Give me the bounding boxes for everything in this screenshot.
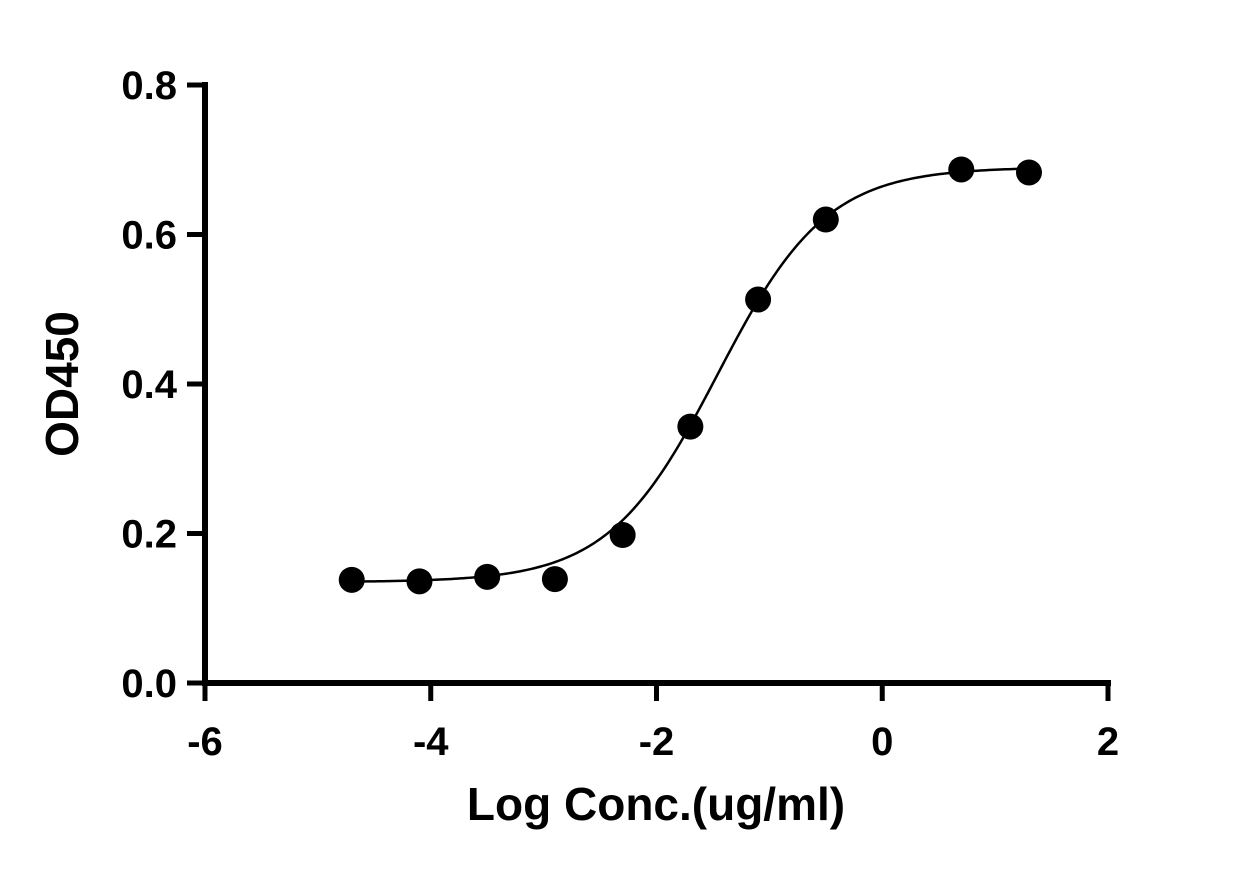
y-tick-label: 0.6 xyxy=(121,214,177,258)
y-tick-label: 0.2 xyxy=(121,513,177,557)
y-tick-label: 0.4 xyxy=(121,363,177,407)
data-point xyxy=(338,566,365,593)
data-point xyxy=(948,156,975,183)
axis-ticks xyxy=(187,82,1111,701)
data-point xyxy=(541,566,568,593)
x-tick-label: -2 xyxy=(639,720,675,764)
data-point xyxy=(609,522,636,548)
x-tick-label: 0 xyxy=(871,720,893,764)
x-tick-label: -6 xyxy=(187,720,223,764)
x-tick-label: -4 xyxy=(413,720,449,764)
x-tick-label: 2 xyxy=(1097,720,1119,764)
fit-curve xyxy=(349,167,1032,583)
data-point xyxy=(677,413,704,440)
data-point xyxy=(406,568,433,595)
data-points xyxy=(338,156,1042,595)
data-point xyxy=(745,286,772,313)
y-tick-label: 0.0 xyxy=(121,662,177,706)
data-point xyxy=(1015,159,1042,186)
fit-curve-path xyxy=(349,167,1032,583)
y-axis-title: OD450 xyxy=(36,311,88,457)
y-tick-label: 0.8 xyxy=(121,64,177,108)
axis-tick-labels: 0.0 0.2 0.4 0.6 0.8 -6 -4 -2 0 2 xyxy=(121,64,1119,764)
data-point xyxy=(474,563,501,590)
data-point xyxy=(812,206,839,233)
x-axis-title: Log Conc.(ug/ml) xyxy=(467,778,845,830)
